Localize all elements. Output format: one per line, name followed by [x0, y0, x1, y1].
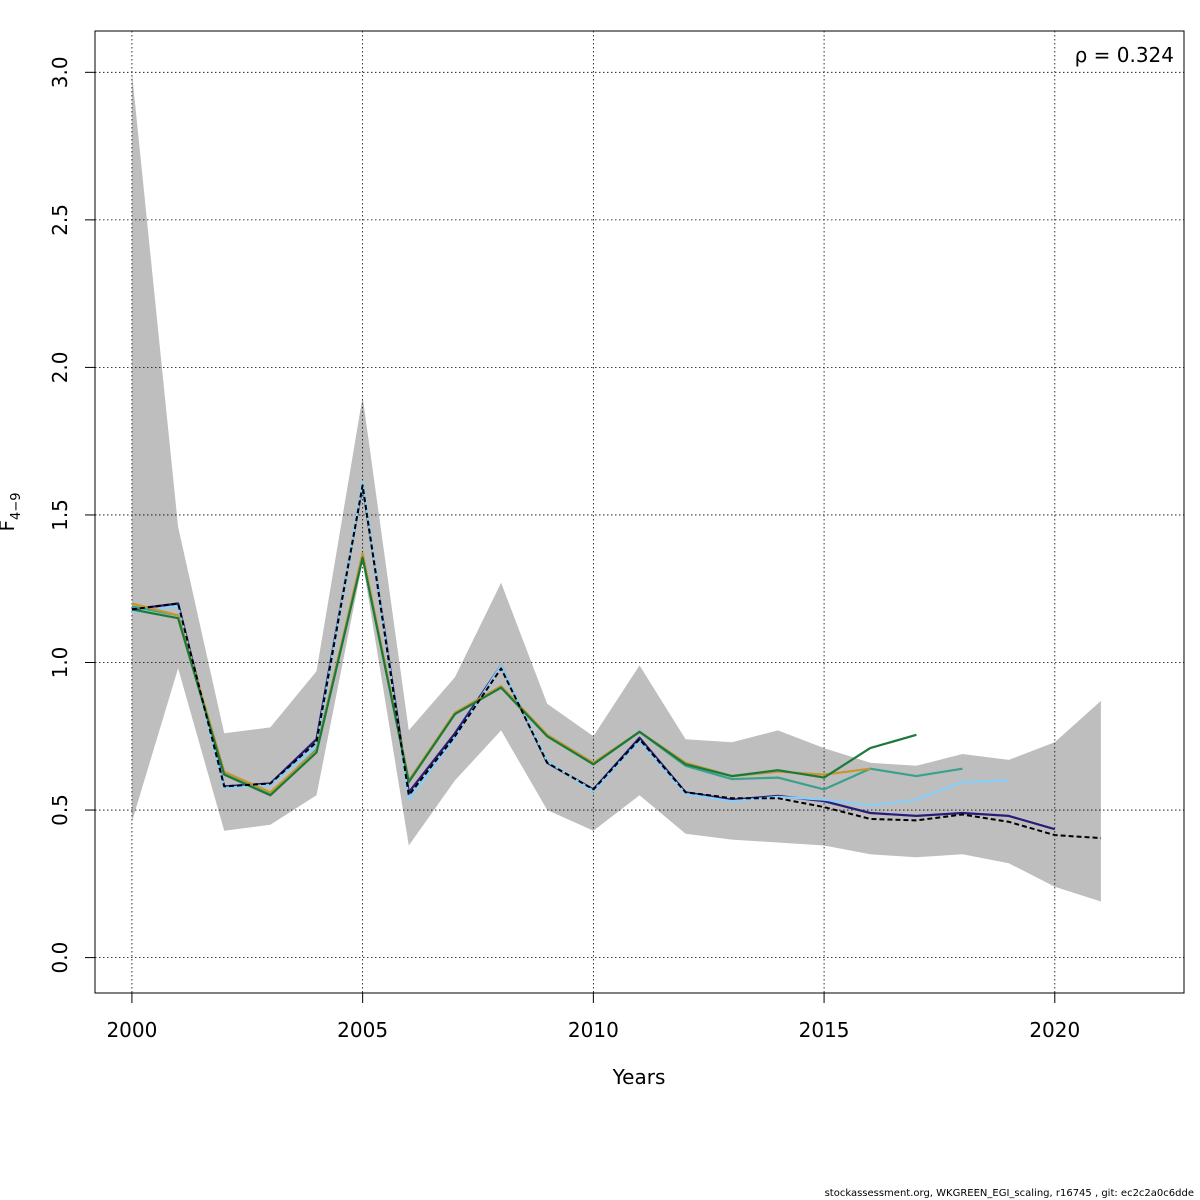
x-tick-label-2005: 2005	[337, 1018, 388, 1042]
x-tick-label-2010: 2010	[568, 1018, 619, 1042]
y-tick-label-1: 0.5	[48, 794, 72, 826]
x-tick-label-2015: 2015	[799, 1018, 850, 1042]
y-tick-label-2: 1.0	[48, 647, 72, 679]
grid-layer	[95, 31, 1184, 993]
y-axis-title-main: F	[0, 520, 19, 532]
confidence-band-layer	[131, 72, 1101, 902]
series-layer	[131, 481, 1101, 840]
y-tick-label-5: 2.5	[48, 204, 72, 236]
y-tick-label-0: 0.0	[48, 942, 72, 974]
y-tick-label-6: 3.0	[48, 56, 72, 88]
x-axis-title: Years	[612, 1065, 666, 1089]
y-tick-label-3: 1.5	[48, 499, 72, 531]
series-line-1	[131, 484, 1101, 840]
x-tick-label-2000: 2000	[106, 1018, 157, 1042]
axis-layer: 2000 2005 2010 2015 2020 0.0 0.5 1.0 1.5 2.0 2.5 3.…	[48, 56, 1080, 1042]
svg-text:F4−9: F4−9	[0, 493, 24, 532]
series-line-3	[131, 481, 1009, 807]
y-tick-label-4: 2.0	[48, 351, 72, 383]
y-axis-title: F4−9	[0, 493, 24, 532]
rho-annotation: ρ = 0.324	[1075, 43, 1174, 67]
x-tick-label-2020: 2020	[1029, 1018, 1080, 1042]
y-axis-title-subscript: 4−9	[9, 493, 24, 520]
confidence-band	[131, 72, 1101, 902]
plot-frame	[94, 30, 1185, 994]
footer-credit: stockassessment.org, WKGREEN_EGI_scaling…	[825, 1188, 1194, 1199]
series-line-6	[131, 556, 917, 797]
